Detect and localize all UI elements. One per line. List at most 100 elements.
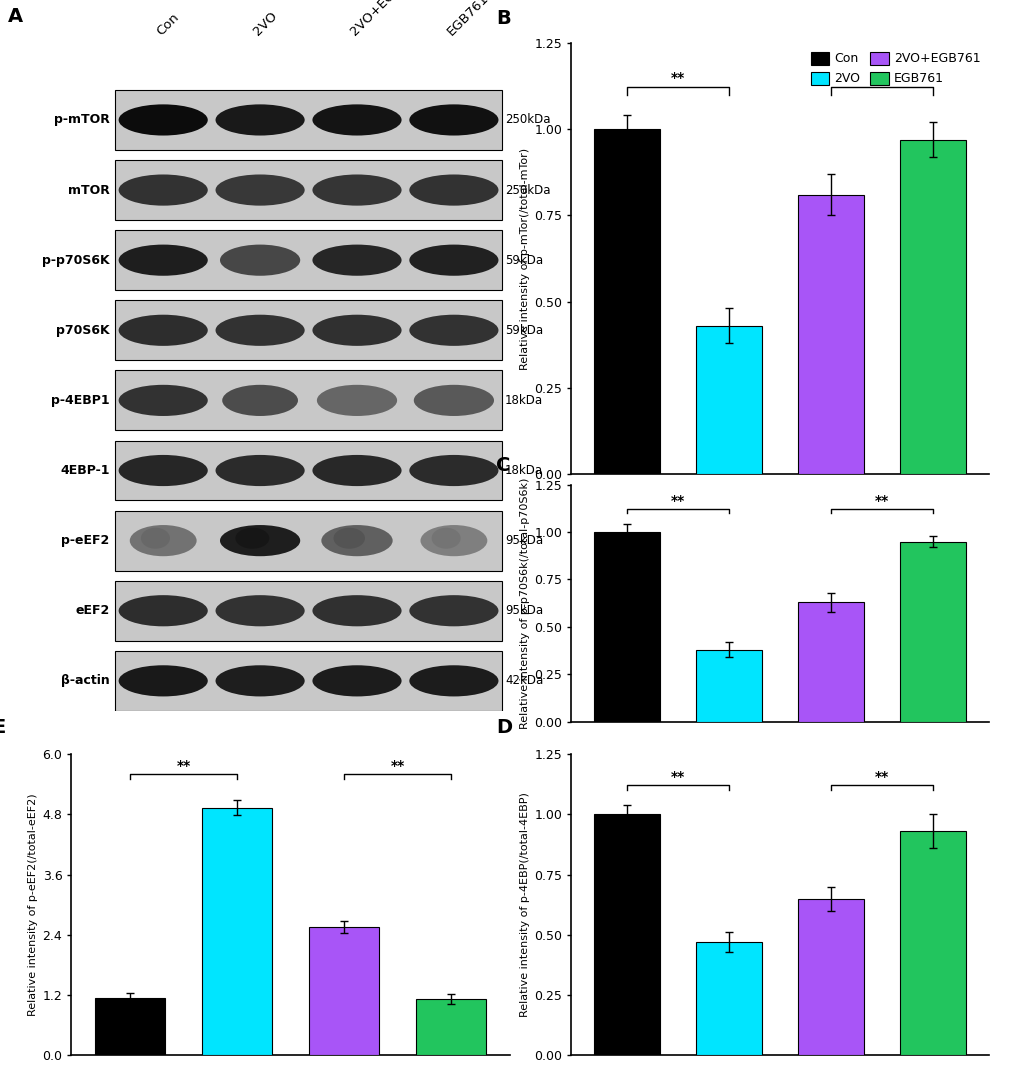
FancyBboxPatch shape — [114, 230, 501, 290]
Ellipse shape — [215, 314, 305, 346]
Ellipse shape — [409, 596, 498, 627]
Ellipse shape — [129, 526, 197, 556]
Text: C: C — [495, 457, 510, 475]
Ellipse shape — [215, 596, 305, 627]
Y-axis label: Relative intensity of p-4EBP(/total-4EBP): Relative intensity of p-4EBP(/total-4EBP… — [520, 793, 530, 1017]
Text: β-actin: β-actin — [61, 674, 110, 687]
Text: p70S6K: p70S6K — [56, 324, 110, 337]
Text: **: ** — [874, 770, 889, 784]
Ellipse shape — [420, 526, 487, 556]
Text: B: B — [495, 9, 511, 28]
Ellipse shape — [118, 384, 208, 416]
Text: mTOR: mTOR — [67, 183, 110, 197]
Ellipse shape — [409, 454, 498, 486]
Bar — [202, 808, 272, 1055]
FancyBboxPatch shape — [114, 90, 501, 150]
Legend: Con, 2VO, 2VO+EGB761, EGB761: Con, 2VO, 2VO+EGB761, EGB761 — [807, 50, 982, 88]
Text: E: E — [0, 717, 6, 737]
Ellipse shape — [222, 384, 298, 416]
Ellipse shape — [312, 244, 401, 276]
Ellipse shape — [215, 454, 305, 486]
Ellipse shape — [312, 104, 401, 136]
Ellipse shape — [118, 314, 208, 346]
Text: 2VO+EGB761: 2VO+EGB761 — [347, 0, 422, 38]
Text: 18kDa: 18kDa — [504, 394, 542, 407]
Text: **: ** — [671, 770, 685, 784]
Ellipse shape — [141, 528, 170, 548]
Text: 4EBP-1: 4EBP-1 — [60, 464, 110, 477]
Text: 18kDa: 18kDa — [504, 464, 542, 477]
FancyBboxPatch shape — [114, 300, 501, 360]
Ellipse shape — [409, 104, 498, 136]
Ellipse shape — [431, 528, 461, 548]
Ellipse shape — [414, 384, 493, 416]
Text: 2VO: 2VO — [251, 10, 279, 38]
FancyBboxPatch shape — [114, 581, 501, 641]
Text: **: ** — [671, 71, 685, 85]
FancyBboxPatch shape — [114, 370, 501, 431]
Text: **: ** — [874, 494, 889, 508]
Ellipse shape — [235, 528, 269, 548]
Text: **: ** — [390, 758, 405, 772]
Bar — [416, 998, 485, 1055]
Ellipse shape — [409, 666, 498, 697]
Bar — [96, 997, 165, 1055]
Text: 59kDa: 59kDa — [504, 254, 542, 267]
Bar — [309, 927, 379, 1055]
Ellipse shape — [215, 666, 305, 697]
Y-axis label: Relative intensity of p-mTor(/total-mTor): Relative intensity of p-mTor(/total-mTor… — [520, 148, 530, 369]
Text: 95kDa: 95kDa — [504, 534, 542, 547]
Text: **: ** — [671, 494, 685, 508]
Bar — [798, 898, 864, 1055]
Ellipse shape — [118, 666, 208, 697]
Text: 42kDa: 42kDa — [504, 674, 542, 687]
Text: 95kDa: 95kDa — [504, 604, 542, 617]
Y-axis label: Relative intensity of p-p70S6k(/total-p70S6k): Relative intensity of p-p70S6k(/total-p7… — [520, 477, 530, 729]
FancyBboxPatch shape — [114, 651, 501, 711]
Text: p-eEF2: p-eEF2 — [61, 534, 110, 547]
Ellipse shape — [333, 528, 365, 548]
Ellipse shape — [312, 666, 401, 697]
Ellipse shape — [118, 244, 208, 276]
Bar — [900, 831, 966, 1055]
Bar — [696, 942, 762, 1055]
Text: EGB761: EGB761 — [444, 0, 491, 38]
Text: eEF2: eEF2 — [75, 604, 110, 617]
Text: p-4EBP1: p-4EBP1 — [51, 394, 110, 407]
Ellipse shape — [312, 174, 401, 206]
Ellipse shape — [215, 104, 305, 136]
Text: A: A — [8, 6, 22, 26]
Ellipse shape — [312, 596, 401, 627]
Text: 250kDa: 250kDa — [504, 113, 550, 126]
Text: Con: Con — [154, 11, 181, 38]
Ellipse shape — [321, 526, 392, 556]
Bar — [594, 129, 660, 474]
FancyBboxPatch shape — [114, 440, 501, 501]
Ellipse shape — [118, 174, 208, 206]
Bar — [696, 325, 762, 474]
Bar — [900, 140, 966, 474]
Text: D: D — [495, 717, 512, 737]
Ellipse shape — [409, 174, 498, 206]
Bar — [696, 649, 762, 722]
Bar — [798, 602, 864, 722]
Bar — [594, 814, 660, 1055]
Ellipse shape — [409, 314, 498, 346]
Ellipse shape — [118, 104, 208, 136]
Text: **: ** — [874, 71, 889, 85]
FancyBboxPatch shape — [114, 510, 501, 571]
Text: p-p70S6K: p-p70S6K — [42, 254, 110, 267]
Ellipse shape — [317, 384, 396, 416]
Ellipse shape — [118, 596, 208, 627]
Ellipse shape — [312, 314, 401, 346]
Ellipse shape — [409, 244, 498, 276]
Ellipse shape — [220, 526, 300, 556]
Text: **: ** — [176, 758, 191, 772]
FancyBboxPatch shape — [114, 160, 501, 220]
Text: p-mTOR: p-mTOR — [54, 113, 110, 126]
Ellipse shape — [220, 244, 300, 276]
Bar — [798, 195, 864, 474]
Bar — [900, 542, 966, 722]
Y-axis label: Relative intensity of p-eEF2(/total-eEF2): Relative intensity of p-eEF2(/total-eEF2… — [29, 794, 38, 1016]
Ellipse shape — [118, 454, 208, 486]
